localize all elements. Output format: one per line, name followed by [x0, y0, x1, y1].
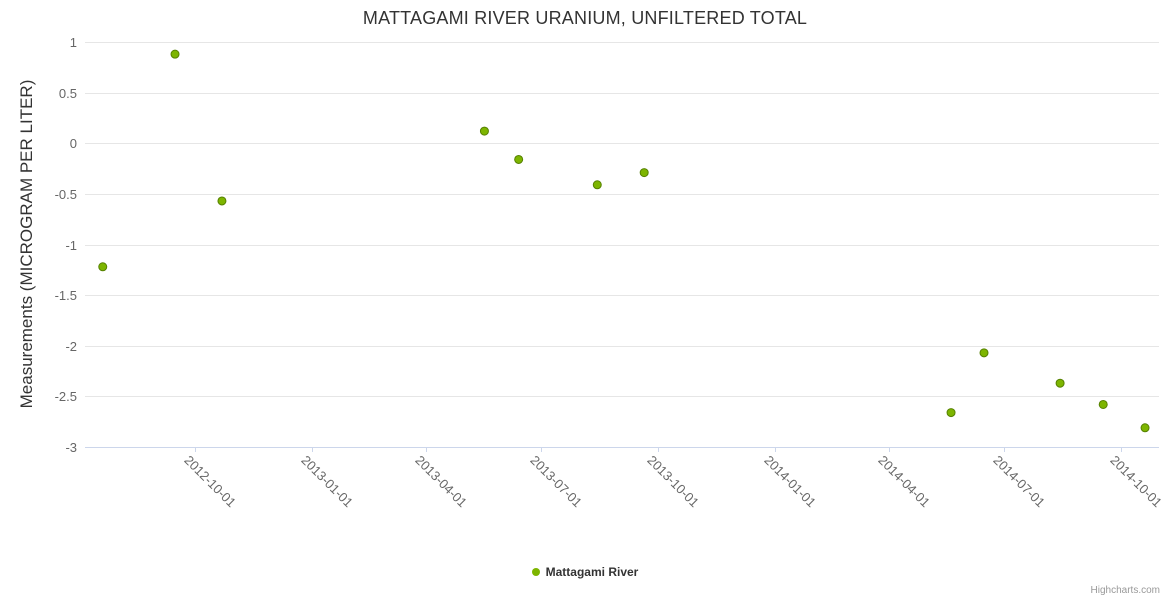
- chart-title: MATTAGAMI RIVER URANIUM, UNFILTERED TOTA…: [362, 8, 808, 28]
- x-tick-label: 2014-01-01: [761, 453, 819, 511]
- credits-link[interactable]: Highcharts.com: [1090, 585, 1160, 596]
- x-tick-label: 2013-04-01: [412, 453, 470, 511]
- x-tick-label: 2014-07-01: [990, 453, 1048, 511]
- data-point[interactable]: [639, 168, 649, 178]
- data-point[interactable]: [946, 408, 956, 418]
- y-tick-label: -1: [65, 238, 77, 253]
- x-tick-label: 2014-10-01: [1107, 453, 1165, 511]
- data-point[interactable]: [217, 196, 227, 206]
- x-tick-label: 2013-01-01: [298, 453, 356, 511]
- data-point[interactable]: [592, 180, 602, 190]
- y-tick-label: -0.5: [55, 187, 77, 202]
- legend-label: Mattagami River: [545, 565, 639, 579]
- data-point[interactable]: [979, 348, 989, 358]
- legend-item[interactable]: Mattagami River: [0, 565, 1170, 579]
- x-tick-label: 2013-07-01: [527, 453, 585, 511]
- data-point[interactable]: [1055, 378, 1065, 388]
- data-point[interactable]: [479, 126, 489, 136]
- y-tick-label: -3: [65, 440, 77, 455]
- x-tick-label: 2014-04-01: [875, 453, 933, 511]
- y-tick-label: 1: [70, 35, 77, 50]
- x-tick-label: 2012-10-01: [181, 453, 239, 511]
- data-point[interactable]: [1140, 423, 1150, 433]
- y-tick-label: -2.5: [55, 389, 77, 404]
- data-point[interactable]: [514, 154, 524, 164]
- y-tick-label: -1.5: [55, 288, 77, 303]
- data-point[interactable]: [170, 49, 180, 59]
- x-tick-label: 2013-10-01: [644, 453, 702, 511]
- y-tick-label: 0.5: [59, 86, 77, 101]
- legend-marker-icon: [531, 568, 540, 576]
- data-point[interactable]: [1098, 399, 1108, 409]
- y-tick-label: 0: [70, 136, 77, 151]
- data-point[interactable]: [98, 262, 108, 272]
- y-tick-label: -2: [65, 339, 77, 354]
